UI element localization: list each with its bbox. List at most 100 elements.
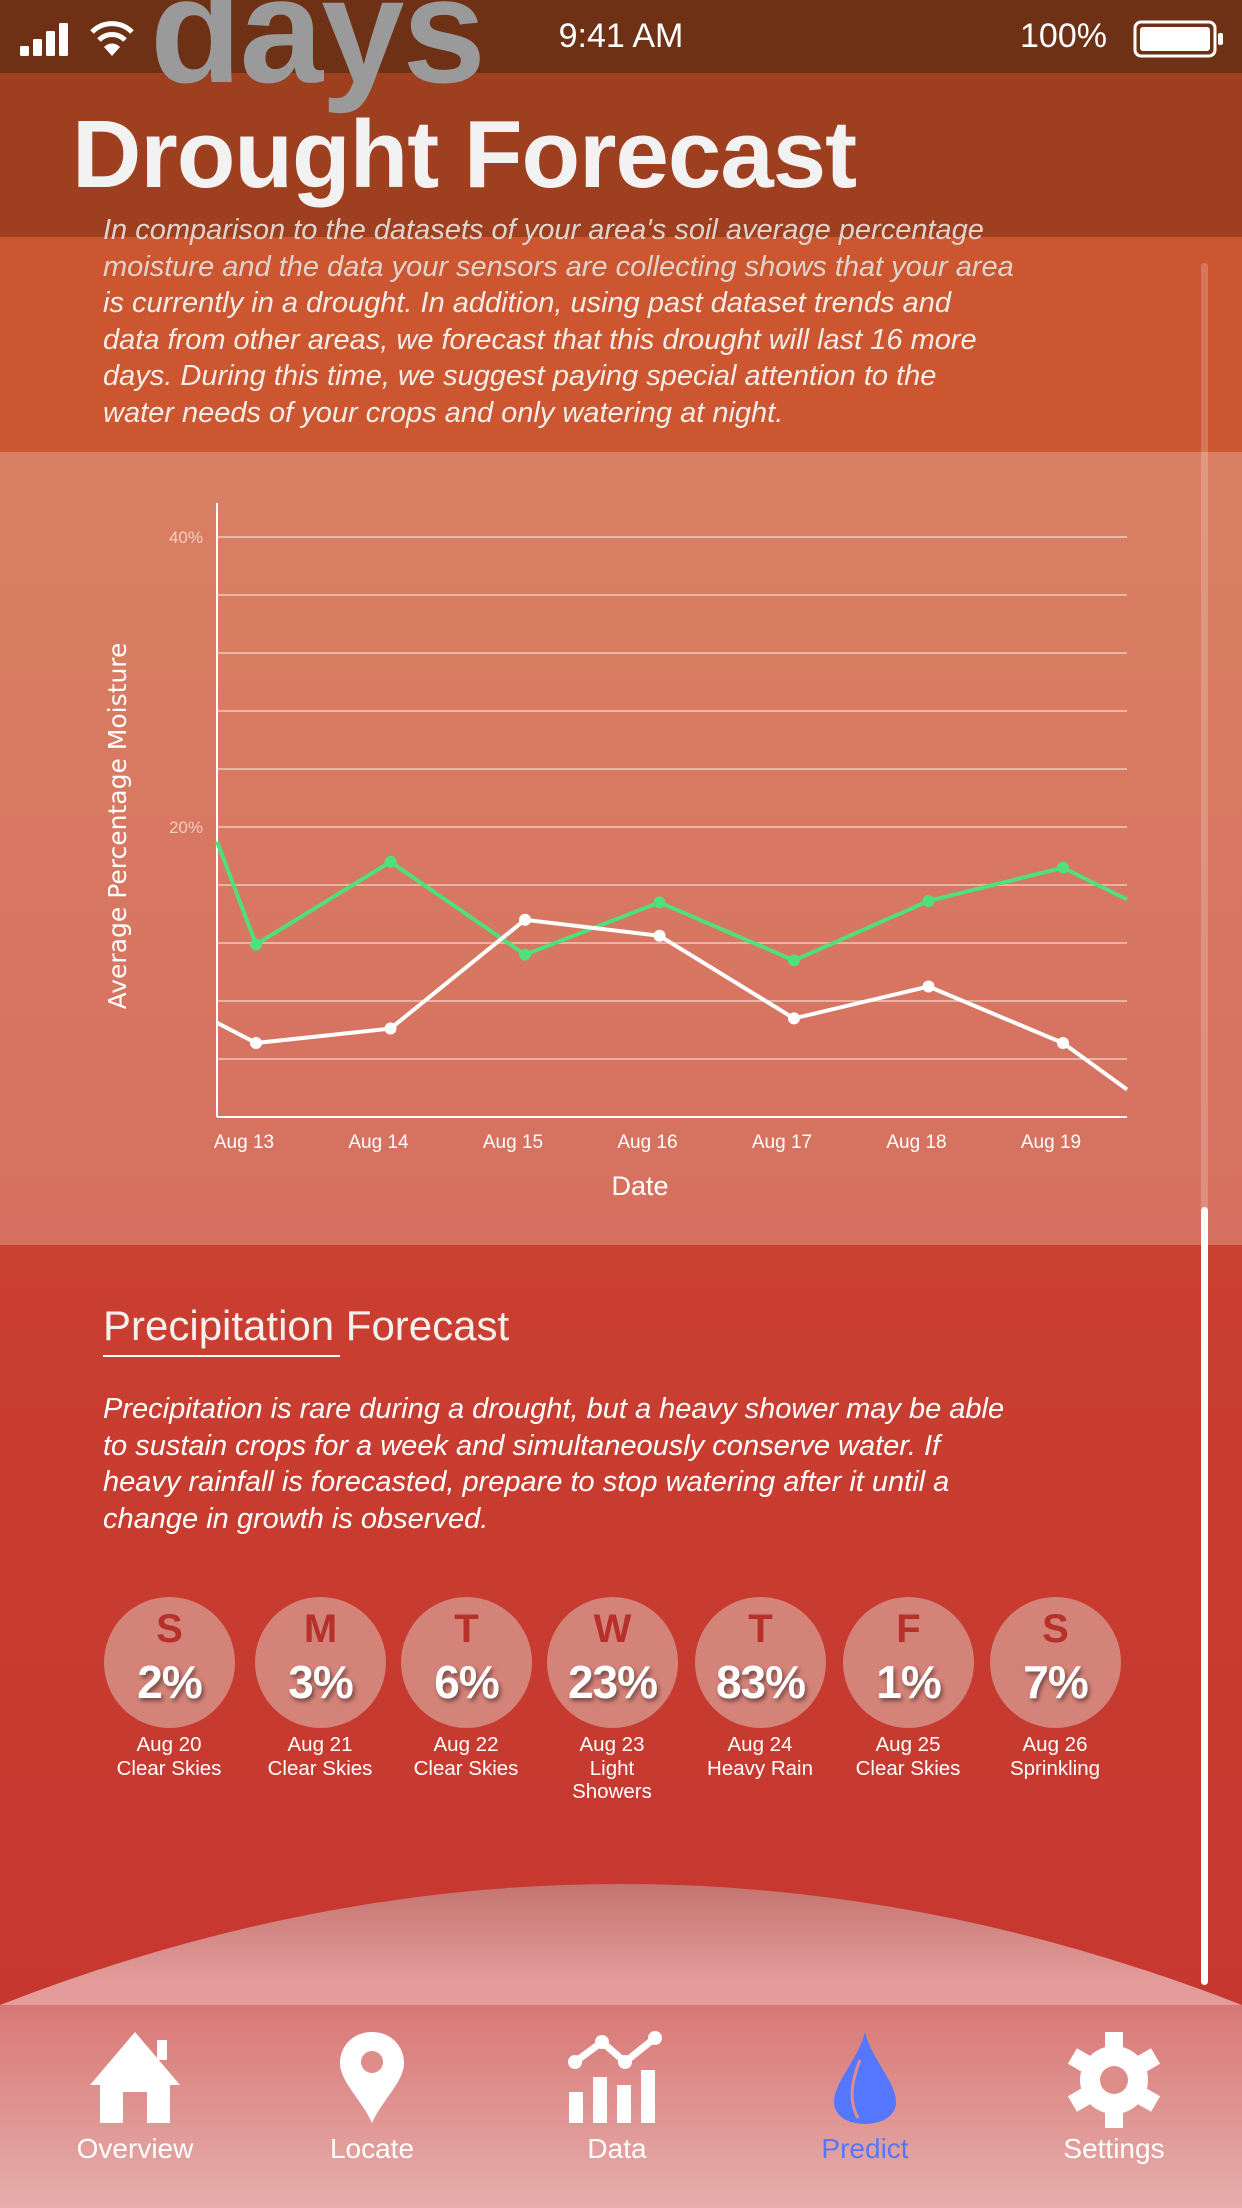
- precip-day-circle: S 2%: [104, 1597, 235, 1728]
- precip-day-label: Aug 24 Heavy Rain: [690, 1733, 830, 1780]
- precip-day-label: Aug 20 Clear Skies: [99, 1733, 239, 1780]
- y-axis-title: Average Percentage Moisture: [103, 643, 132, 1010]
- data-point: [519, 913, 531, 926]
- x-tick-label: Aug 18: [886, 1132, 946, 1153]
- data-point: [1057, 1037, 1069, 1050]
- weekday-letter: W: [593, 1607, 632, 1651]
- precip-chance: 6%: [434, 1656, 499, 1708]
- data-point: [384, 855, 397, 868]
- precip-chance: 23%: [567, 1656, 658, 1708]
- x-tick-label: Aug 13: [214, 1132, 274, 1153]
- precip-day-circle: W 23%: [547, 1597, 678, 1728]
- data-point: [250, 1037, 262, 1050]
- weekday-letter: T: [454, 1607, 479, 1651]
- map-pin-icon: [340, 2032, 404, 2123]
- gear-icon: [1067, 2032, 1161, 2128]
- tab-label: Settings: [1063, 2133, 1165, 2164]
- day-date: Aug 24: [727, 1733, 793, 1756]
- day-date: Aug 22: [433, 1733, 499, 1756]
- line: In comparison to the datasets of your ar…: [103, 214, 984, 246]
- tab-locate[interactable]: Locate: [272, 2030, 472, 2165]
- precip-day-circle: S 7%: [990, 1597, 1121, 1728]
- precip-day-circle: T 6%: [401, 1597, 532, 1728]
- drought-description: In comparison to the datasets of your ar…: [103, 212, 1183, 431]
- precip-day-label: Aug 25 Clear Skies: [838, 1733, 978, 1780]
- day-condition: Clear Skies: [267, 1756, 373, 1780]
- wifi-icon: [90, 21, 134, 56]
- scrollbar-track[interactable]: [1201, 263, 1208, 1985]
- weekday-letter: M: [303, 1607, 338, 1651]
- precip-chance: 1%: [876, 1656, 941, 1708]
- chart-icon: [568, 2031, 662, 2123]
- x-tick-label: Aug 17: [752, 1132, 812, 1153]
- tab-overview[interactable]: Overview: [35, 2030, 235, 2165]
- x-axis-title: Date: [611, 1171, 668, 1201]
- page-title: Drought Forecast: [72, 101, 857, 208]
- precip-day-label: Aug 21 Clear Skies: [250, 1733, 390, 1780]
- data-point: [1057, 861, 1069, 874]
- day-condition: Clear Skies: [116, 1756, 222, 1780]
- data-point: [653, 896, 666, 909]
- precip-day-circle: F 1%: [843, 1597, 974, 1728]
- battery-icon: [1133, 20, 1223, 58]
- precip-chance: 7%: [1023, 1656, 1088, 1708]
- day-condition: Clear Skies: [855, 1756, 961, 1780]
- precip-chance: 2%: [137, 1656, 202, 1708]
- line: moisture and the data your sensors are c…: [103, 250, 1014, 283]
- weekday-letter: F: [896, 1607, 921, 1651]
- day-date: Aug 21: [287, 1733, 353, 1756]
- tab-data[interactable]: Data: [517, 2030, 717, 2165]
- weekday-letter: T: [748, 1607, 773, 1651]
- day-date: Aug 23: [579, 1733, 645, 1756]
- y-tick-label: 20%: [169, 818, 203, 837]
- section-title: Precipitation Forecast: [103, 1302, 510, 1349]
- tab-label: Data: [587, 2133, 647, 2164]
- precip-day-circle: M 3%: [255, 1597, 386, 1728]
- signal-icon: [20, 23, 68, 56]
- precip-day-label: Aug 22 Clear Skies: [396, 1733, 536, 1780]
- data-point: [788, 954, 800, 967]
- x-tick-label: Aug 16: [617, 1132, 677, 1153]
- tab-label: Overview: [76, 2133, 194, 2164]
- tab-settings[interactable]: Settings: [1014, 2030, 1214, 2165]
- series-line: [216, 917, 1129, 1092]
- line: is currently in a drought. In addition, …: [103, 287, 951, 319]
- day-date: Aug 20: [136, 1733, 202, 1756]
- tab-label: Predict: [821, 2133, 909, 2164]
- precip-day-label: Aug 23 Light Showers: [542, 1733, 682, 1804]
- header-bar: [0, 73, 1242, 237]
- home-icon: [90, 2032, 180, 2123]
- line: Precipitation is rare during a drought, …: [103, 1393, 1005, 1425]
- data-point: [922, 894, 935, 907]
- precip-day-label: Aug 26 Sprinkling: [985, 1733, 1125, 1780]
- scrollbar-thumb[interactable]: [1201, 1207, 1208, 1985]
- weekday-letter: S: [1042, 1607, 1069, 1651]
- data-point: [653, 929, 666, 942]
- line: days. During this time, we suggest payin…: [103, 360, 937, 392]
- x-tick-label: Aug 19: [1021, 1132, 1081, 1153]
- weekday-letter: S: [156, 1607, 183, 1651]
- status-bar: 9:41 AM 100%: [0, 0, 1242, 73]
- battery-percent: 100%: [1020, 17, 1107, 55]
- scrolled-text-ghost: days: [150, 0, 486, 114]
- precip-chance: 3%: [288, 1656, 353, 1708]
- nav-curve: [0, 1884, 1242, 2005]
- data-point: [384, 1022, 397, 1035]
- precip-chance: 83%: [715, 1656, 806, 1708]
- y-tick-label: 40%: [169, 528, 203, 547]
- tab-label: Locate: [329, 2133, 415, 2164]
- tab-predict[interactable]: Predict: [765, 2030, 965, 2165]
- moisture-chart: 20% 40% Aug 13 Aug 14 Aug 15 Aug 16 Aug 17 Aug …: [103, 503, 1129, 1201]
- data-point: [519, 948, 531, 961]
- line: change in growth is observed.: [103, 1502, 489, 1535]
- day-date: Aug 25: [875, 1733, 941, 1756]
- day-condition: Sprinkling: [1009, 1756, 1101, 1780]
- data-point: [788, 1012, 800, 1025]
- line: data from other areas, we forecast that …: [103, 323, 977, 356]
- title-underline: [103, 1355, 340, 1357]
- day-condition: Clear Skies: [413, 1756, 519, 1780]
- water-drop-icon: [834, 2032, 896, 2124]
- line: heavy rainfall is forecasted, prepare to…: [103, 1466, 950, 1498]
- day-condition: Heavy Rain: [707, 1756, 813, 1780]
- line: to sustain crops for a week and simultan…: [103, 1429, 941, 1462]
